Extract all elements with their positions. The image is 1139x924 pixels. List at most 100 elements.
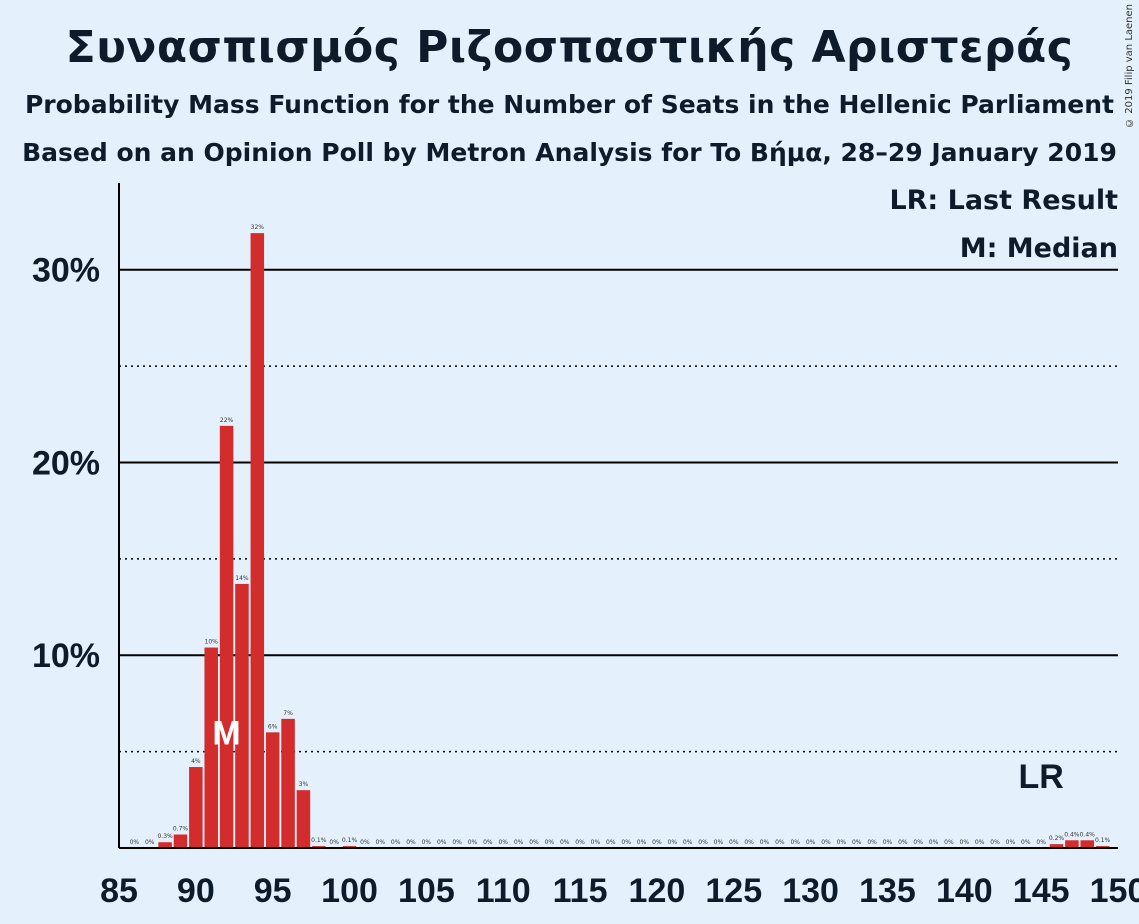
- bar-value-label: 0%: [130, 839, 140, 846]
- bar-value-label: 0%: [929, 839, 939, 846]
- bar-value-label: 0%: [529, 839, 539, 846]
- bar-value-label: 0.1%: [311, 837, 327, 844]
- bar-value-label: 0%: [591, 839, 601, 846]
- chart-title: Συνασπισμός Ριζοσπαστικής Αριστεράς: [65, 22, 1074, 73]
- bar-value-label: 0%: [652, 839, 662, 846]
- bar-value-label: 0%: [360, 839, 370, 846]
- bar: [250, 233, 265, 848]
- bar-value-label: 0%: [975, 839, 985, 846]
- x-tick-label: 95: [254, 872, 292, 910]
- bar-value-label: 0%: [514, 839, 524, 846]
- bar-value-label: 0%: [329, 839, 339, 846]
- bar-value-label: 32%: [251, 224, 265, 231]
- bar-value-label: 0%: [883, 839, 893, 846]
- bar-value-label: 0%: [790, 839, 800, 846]
- bar-value-label: 0%: [391, 839, 401, 846]
- bar: [219, 425, 234, 848]
- bar-value-label: 0.3%: [157, 833, 173, 840]
- chart-source-note: Based on an Opinion Poll by Metron Analy…: [22, 138, 1117, 167]
- bar-value-label: 0%: [468, 839, 478, 846]
- bar-value-label: 0%: [683, 839, 693, 846]
- bar-value-label: 0%: [867, 839, 877, 846]
- x-tick-label: 105: [398, 872, 455, 910]
- bar-value-label: 6%: [268, 723, 278, 730]
- bar-value-label: 0.7%: [173, 826, 189, 833]
- bar-value-label: 0%: [852, 839, 862, 846]
- bar: [1080, 840, 1095, 848]
- bar-value-label: 0%: [406, 839, 416, 846]
- bar-value-label: 0.1%: [1095, 837, 1111, 844]
- bar: [1065, 840, 1079, 848]
- bar-value-label: 0%: [437, 839, 447, 846]
- legend-last-result: LR: Last Result: [889, 185, 1118, 216]
- bar: [158, 842, 172, 848]
- bar-value-label: 0%: [760, 839, 770, 846]
- bar-value-label: 0%: [775, 839, 785, 846]
- bar-value-label: 0%: [452, 839, 462, 846]
- bar-value-label: 0.4%: [1064, 831, 1080, 838]
- bar-value-label: 0%: [744, 839, 754, 846]
- bar-value-label: 0%: [621, 839, 631, 846]
- bar-value-label: 0%: [1006, 839, 1016, 846]
- bar-value-label: 0%: [944, 839, 954, 846]
- bar-value-label: 0%: [821, 839, 831, 846]
- x-tick-label: 150: [1090, 872, 1139, 910]
- bar: [189, 767, 203, 848]
- bar-value-label: 0%: [606, 839, 616, 846]
- y-tick-label: 20%: [32, 444, 100, 482]
- bar: [235, 583, 249, 848]
- bar-value-label: 0%: [560, 839, 570, 846]
- bar-value-label: 0%: [1036, 839, 1046, 846]
- bar-value-label: 0.4%: [1080, 831, 1096, 838]
- bar-value-label: 0%: [837, 839, 847, 846]
- bar-value-label: 0%: [376, 839, 386, 846]
- bar: [204, 647, 218, 848]
- bar-value-label: 22%: [220, 417, 234, 424]
- bar: [296, 790, 311, 848]
- median-marker: M: [212, 714, 240, 752]
- bar: [265, 732, 280, 848]
- bar-value-label: 0%: [898, 839, 908, 846]
- x-tick-label: 100: [321, 872, 378, 910]
- x-tick-label: 130: [782, 872, 839, 910]
- bar-value-label: 0%: [498, 839, 508, 846]
- x-tick-label: 90: [177, 872, 215, 910]
- bar-value-label: 4%: [191, 758, 201, 765]
- bar-value-label: 0%: [729, 839, 739, 846]
- bar-value-label: 14%: [235, 575, 249, 582]
- bar-value-label: 0%: [145, 839, 155, 846]
- bar-value-label: 0%: [575, 839, 585, 846]
- x-tick-label: 120: [629, 872, 686, 910]
- y-tick-label: 30%: [32, 252, 100, 290]
- bar-value-label: 0%: [422, 839, 432, 846]
- bar-value-label: 0%: [806, 839, 816, 846]
- x-tick-label: 110: [476, 872, 531, 910]
- bar-value-label: 0%: [668, 839, 678, 846]
- bar-value-label: 0.2%: [1049, 835, 1065, 842]
- bar-value-label: 0%: [483, 839, 493, 846]
- bar: [281, 718, 295, 848]
- bar-value-label: 0%: [1021, 839, 1031, 846]
- bar-value-label: 0%: [637, 839, 647, 846]
- bar-value-label: 0%: [913, 839, 923, 846]
- legend-median: M: Median: [960, 233, 1118, 264]
- bar: [173, 834, 188, 848]
- bar-value-label: 0.1%: [342, 837, 358, 844]
- bar-value-label: 7%: [283, 710, 293, 717]
- x-tick-label: 135: [859, 872, 916, 910]
- chart-subtitle: Probability Mass Function for the Number…: [24, 90, 1115, 119]
- last-result-marker: LR: [1018, 758, 1063, 796]
- bar-value-label: 3%: [299, 781, 309, 788]
- x-tick-label: 140: [936, 872, 993, 910]
- bar-value-label: 0%: [698, 839, 708, 846]
- x-tick-label: 145: [1013, 872, 1070, 910]
- bar-value-label: 0%: [545, 839, 555, 846]
- bar-value-label: 0%: [990, 839, 1000, 846]
- y-tick-label: 10%: [32, 637, 100, 675]
- bar-value-label: 0%: [960, 839, 970, 846]
- bar-value-label: 10%: [205, 639, 219, 646]
- bar: [1049, 844, 1064, 848]
- bar-value-label: 0%: [714, 839, 724, 846]
- x-tick-label: 85: [100, 872, 138, 910]
